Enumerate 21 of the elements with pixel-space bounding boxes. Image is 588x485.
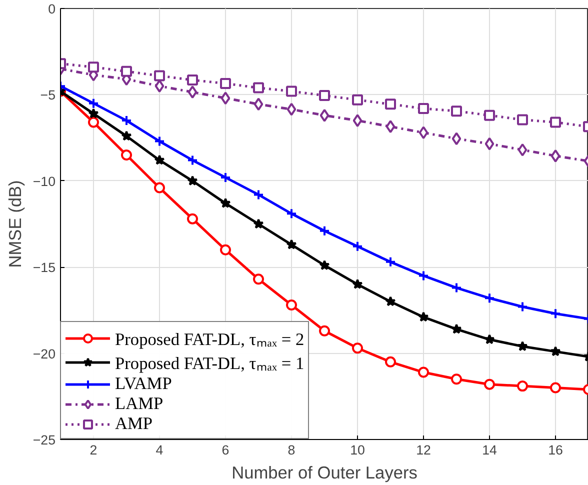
x-tick-label: 2 xyxy=(90,442,98,458)
x-tick-label: 16 xyxy=(548,442,563,458)
y-axis-title: NMSE (dB) xyxy=(4,180,25,268)
x-tick-label: 4 xyxy=(156,442,164,458)
y-tick-label: −10 xyxy=(32,174,56,189)
y-tick-label: −20 xyxy=(32,346,56,362)
legend-label: LVAMP xyxy=(115,374,172,394)
y-tick-label: −25 xyxy=(32,432,56,448)
x-axis-title: Number of Outer Layers xyxy=(232,462,418,482)
y-tick-label: 0 xyxy=(48,2,56,16)
x-tick-label: 10 xyxy=(350,442,365,458)
legend-label: Proposed FAT-DL, τₘₐₓ = 1 xyxy=(115,353,304,374)
legend-label: LAMP xyxy=(115,394,164,414)
y-tick-label: −15 xyxy=(32,260,56,276)
legend-label: Proposed FAT-DL, τₘₐₓ = 2 xyxy=(115,329,304,350)
x-tick-label: 14 xyxy=(482,442,498,458)
y-tick-label: −5 xyxy=(40,88,56,103)
legend-label: AMP xyxy=(115,414,153,434)
x-tick-label: 8 xyxy=(288,442,296,458)
x-tick-label: 12 xyxy=(416,442,431,458)
x-tick-label: 6 xyxy=(222,442,230,458)
